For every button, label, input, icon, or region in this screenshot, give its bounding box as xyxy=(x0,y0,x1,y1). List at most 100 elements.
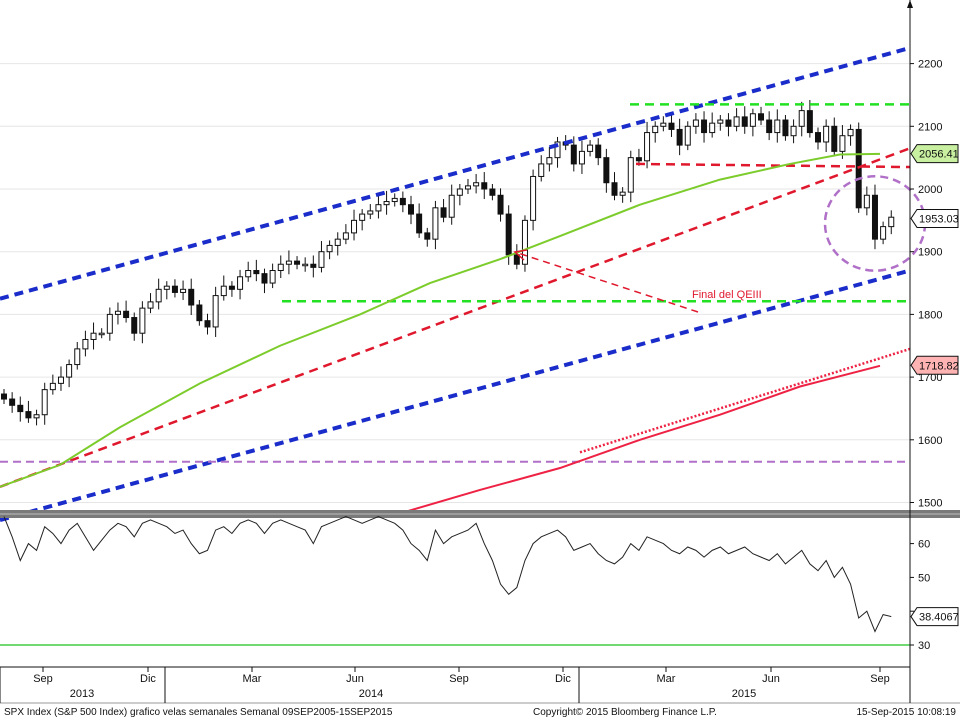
axes: 2200210020001900180017001600150060504030… xyxy=(0,0,960,704)
candle-body xyxy=(831,125,838,152)
candle-body xyxy=(41,389,48,416)
annotation-final-qeiii: Final del QEIII xyxy=(692,289,762,301)
candle-body xyxy=(668,122,675,130)
candle-body xyxy=(823,125,830,143)
candle-body xyxy=(432,207,439,240)
candle-body xyxy=(538,163,545,177)
candle-body xyxy=(863,194,870,209)
candle-body xyxy=(33,414,40,419)
rsi-value-tag-text: 38.4067 xyxy=(919,612,959,624)
candle-body xyxy=(74,348,81,366)
candle-body xyxy=(342,232,349,240)
candle-body xyxy=(570,144,577,165)
price-tick-label: 2100 xyxy=(918,121,942,133)
candle-body xyxy=(261,273,268,284)
candle-body xyxy=(17,404,24,413)
candle-body xyxy=(318,251,325,268)
candle-body xyxy=(334,238,341,246)
rsi-tick-label: 50 xyxy=(918,572,930,584)
month-tick-label: Dic xyxy=(140,673,156,685)
price-gridlines xyxy=(0,63,910,503)
candle-body xyxy=(212,295,219,328)
candle-body xyxy=(456,188,463,196)
candle-body xyxy=(163,285,170,290)
candle-body xyxy=(871,194,878,240)
candle-body xyxy=(709,122,716,134)
candle-body xyxy=(98,332,105,336)
candle-body xyxy=(627,157,634,193)
ma-long-value-tag-text: 1718.82 xyxy=(919,360,959,372)
month-tick-label: Jun xyxy=(346,673,364,685)
candle-body xyxy=(131,317,138,334)
candle-body xyxy=(741,116,748,127)
candle-body xyxy=(375,204,382,212)
candle-body xyxy=(815,132,821,143)
candle-body xyxy=(717,119,724,124)
candle-body xyxy=(180,288,187,293)
candle-body xyxy=(123,310,130,319)
candle-body xyxy=(196,304,203,322)
ma-short-value-tag-text: 2056.41 xyxy=(919,149,959,161)
candle-body xyxy=(473,182,480,187)
value-tags: 2056.41 1953.03 1718.82 38.4067 xyxy=(910,144,959,627)
candle-body xyxy=(847,128,854,137)
ma-long-value-tag: 1718.82 xyxy=(910,355,959,375)
candle-body xyxy=(9,398,16,406)
candle-body xyxy=(766,119,773,134)
price-tick-label: 1900 xyxy=(918,247,942,259)
price-tick-label: 1600 xyxy=(918,435,942,447)
rsi-panel xyxy=(0,516,910,646)
candle-body xyxy=(619,191,626,196)
candle-body xyxy=(652,125,659,134)
candle-body xyxy=(326,244,333,253)
candle-body xyxy=(424,232,431,240)
month-tick-label: Sep xyxy=(870,673,890,685)
candle-body xyxy=(90,332,97,340)
candle-body xyxy=(269,270,276,284)
candle-body xyxy=(57,376,64,384)
candle-body xyxy=(188,288,195,306)
candle-body xyxy=(310,263,317,268)
candle-body xyxy=(49,382,56,391)
candle-body xyxy=(505,213,512,256)
candle-body xyxy=(758,113,765,121)
candle-body xyxy=(578,150,585,165)
candle-body xyxy=(530,175,537,221)
candle-body xyxy=(139,307,146,334)
candle-body xyxy=(880,226,887,240)
candle-body xyxy=(245,270,252,278)
indicator-lines xyxy=(0,45,927,522)
year-label: 2014 xyxy=(359,688,383,700)
candle-body xyxy=(521,219,528,265)
candle-body xyxy=(440,207,447,218)
candle-body xyxy=(294,260,301,265)
price-value-tag-box xyxy=(910,208,959,228)
channel-upper-line xyxy=(0,45,911,301)
candle-body xyxy=(725,119,732,127)
year-label: 2013 xyxy=(70,688,94,700)
candle-body xyxy=(277,263,284,272)
candle-body xyxy=(546,157,553,165)
candle-body xyxy=(220,285,227,297)
candle-body xyxy=(692,119,699,127)
annotation-group: Final del QEIII xyxy=(513,249,762,313)
candle-body xyxy=(497,194,504,215)
candle-body xyxy=(155,288,162,303)
candles xyxy=(1,99,895,426)
candle-body xyxy=(587,144,594,152)
candle-body xyxy=(888,216,895,228)
candle-body xyxy=(1,393,7,400)
rsi-value-tag: 38.4067 xyxy=(910,607,959,627)
rsi-tick-label: 30 xyxy=(918,640,930,652)
trend-support-line xyxy=(0,147,911,488)
price-tick-label: 1700 xyxy=(918,372,942,384)
candle-body xyxy=(399,197,406,206)
candle-body xyxy=(237,276,244,290)
footer-timestamp: 15-Sep-2015 10:08:19 xyxy=(856,707,956,718)
candle-body xyxy=(489,188,496,196)
candle-body xyxy=(481,182,488,190)
rsi-value-tag-box xyxy=(910,607,959,627)
ma-long-line xyxy=(404,364,881,513)
candle-body xyxy=(359,213,366,221)
candle-body xyxy=(114,310,121,315)
